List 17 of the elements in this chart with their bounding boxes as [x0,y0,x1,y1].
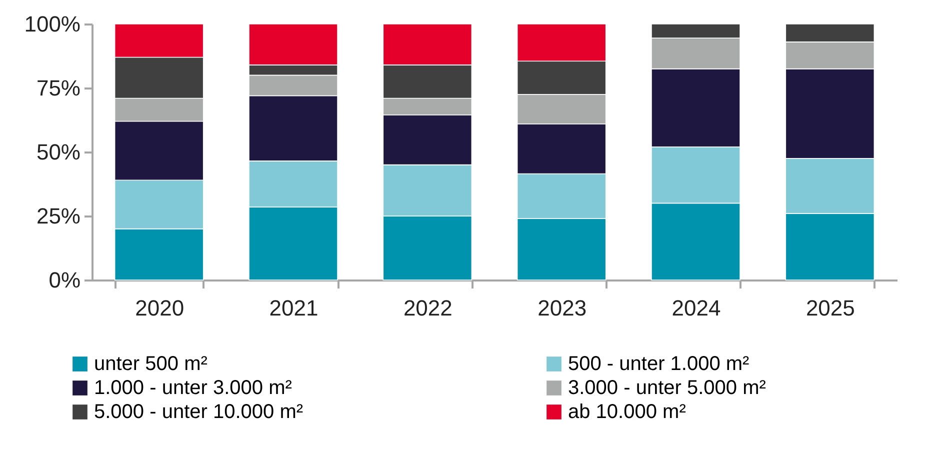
x-tick-label: 2025 [806,296,855,320]
legend-label: unter 500 m² [94,353,208,375]
x-tick-label: 2021 [269,296,318,320]
x-tick-label: 2020 [135,296,184,320]
y-tick-label: 100% [24,12,80,36]
x-tick-label: 2024 [672,296,721,320]
legend-label: ab 10.000 m² [568,401,686,423]
y-tick-label: 0% [48,268,80,292]
legend-label: 500 - unter 1.000 m² [568,353,750,375]
legend-label: 1.000 - unter 3.000 m² [94,377,292,399]
x-tick-label: 2022 [403,296,452,320]
y-tick-label: 75% [36,76,80,100]
legend-label: 3.000 - unter 5.000 m² [568,377,766,399]
x-tick-label: 2023 [538,296,587,320]
y-tick-label: 25% [36,204,80,228]
legend-label: 5.000 - unter 10.000 m² [94,401,304,423]
y-tick-label: 50% [36,140,80,164]
